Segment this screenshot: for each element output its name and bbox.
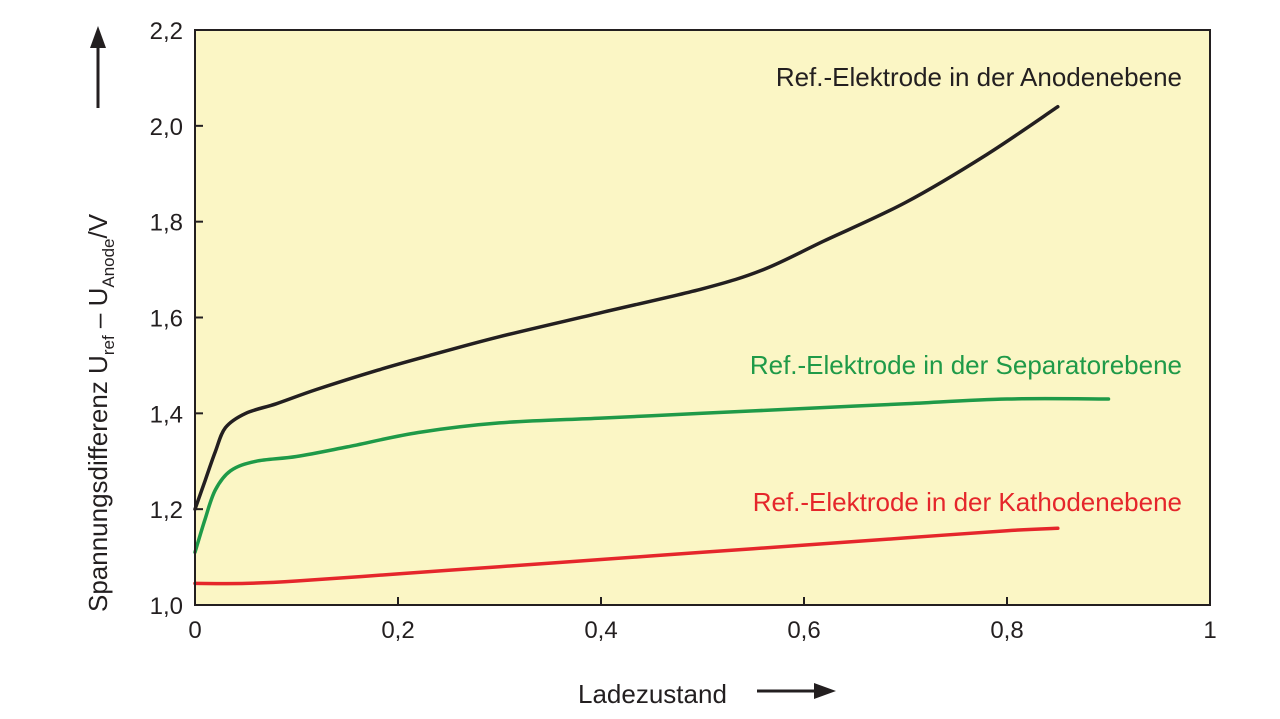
y-axis-title-sub-anode: Anode [99, 238, 118, 287]
plot-area [195, 30, 1210, 605]
y-tick-label: 1,6 [150, 306, 183, 333]
x-tick-label: 0,2 [381, 617, 414, 644]
y-tick-label: 2,2 [150, 18, 183, 45]
y-tick-label: 2,0 [150, 114, 183, 141]
series-line-3 [193, 526, 1060, 586]
svg-text:Spannungsdifferenz Uref – UAno: Spannungsdifferenz Uref – UAnode/V [83, 213, 118, 612]
y-axis-title-mid: – U [83, 288, 113, 336]
x-tick-label: 0,4 [584, 617, 617, 644]
y-axis-title-sub-ref: ref [99, 335, 118, 355]
y-tick-label: 1,2 [150, 497, 183, 524]
y-axis-title-unit: /V [83, 213, 113, 238]
x-axis-arrow-icon [757, 683, 836, 699]
x-tick-label: 0,6 [787, 617, 820, 644]
labels-layer: Ref.-Elektrode in der Anodenebene Ref.-El… [750, 62, 1182, 517]
y-axis-title-main: Spannungsdifferenz U [83, 355, 113, 612]
y-axis-arrow-icon [90, 26, 106, 108]
series-line-2 [193, 396, 1111, 555]
series-layer [193, 104, 1111, 586]
x-tick-label: 1 [1203, 617, 1216, 644]
y-tick-label: 1,8 [150, 210, 183, 237]
y-tick-label: 1,4 [150, 401, 183, 428]
axes-layer: 0 0,2 0,4 0,6 0,8 1 1,0 1,2 1,4 1,6 1,8 2,0 2,2 [150, 18, 1217, 644]
series-label-2: Ref.-Elektrode in der Separatorebene [750, 350, 1182, 380]
x-axis-title: Ladezustand [578, 679, 727, 709]
series-line-1 [193, 104, 1060, 511]
y-axis-title: Spannungsdifferenz Uref – UAnode/V [83, 213, 118, 612]
series-label-3: Ref.-Elektrode in der Kathodenebene [753, 487, 1182, 517]
x-tick-label: 0,8 [990, 617, 1023, 644]
x-tick-label: 0 [188, 617, 201, 644]
series-label-1: Ref.-Elektrode in der Anodenebene [776, 62, 1182, 92]
y-tick-label: 1,0 [150, 593, 183, 620]
